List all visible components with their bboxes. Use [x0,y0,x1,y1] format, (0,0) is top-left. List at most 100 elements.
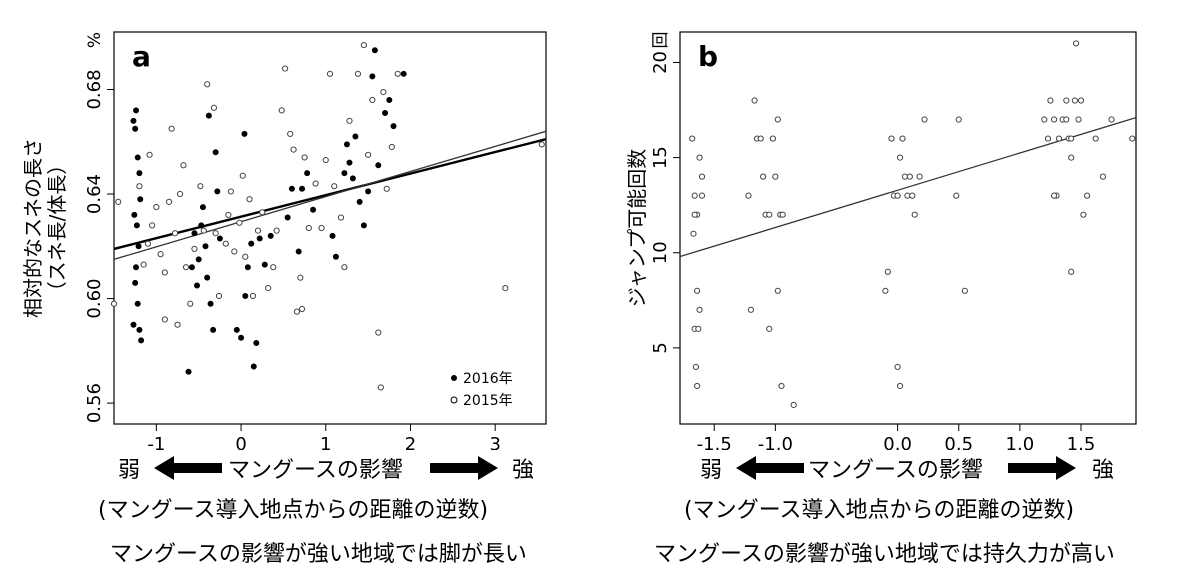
data-point [261,261,268,268]
data-point [911,211,918,218]
data-point [168,125,175,132]
data-point [899,135,906,142]
data-point [377,384,384,391]
data-point [747,306,755,313]
data-point [1129,135,1136,142]
data-point [332,253,339,260]
data-point [1050,116,1058,123]
data-point [772,173,779,180]
data-point [691,192,698,199]
data-point [256,235,263,242]
data-point [346,117,353,124]
data-point [207,300,214,307]
data-point [790,401,797,409]
weak-label-a: 弱 [118,458,141,483]
data-point [689,135,696,142]
distance-subtitle-b: (マングース導入地点からの距離の逆数) [684,498,1075,523]
data-point [204,274,211,281]
data-point [171,230,179,237]
legend-marker-2016 [451,375,457,381]
data-point [182,264,190,271]
data-point [400,70,407,77]
data-point [698,192,706,199]
data-point [341,170,348,177]
data-point [140,261,147,268]
x-tick-label: 0.0 [883,434,912,450]
data-point [304,170,311,177]
data-point [331,183,338,190]
data-point [696,306,703,313]
data-point [695,325,702,332]
data-point [242,253,249,260]
data-point [1044,135,1052,142]
data-point [133,222,140,229]
data-point [214,188,221,195]
chart-a: -1 0 1 2 3 0.56 0.60 0.64 0.68% a 相対的なスネの長さ （スネ長/体長… [21,31,547,450]
data-point [131,211,138,218]
data-point [1068,268,1075,275]
data-point [301,154,308,161]
data-point [1050,192,1058,199]
data-point [149,222,156,229]
data-point [165,198,173,205]
data-point [225,211,232,219]
data-point [153,203,160,211]
data-point [110,300,118,307]
x-tick-label: 2 [405,434,416,450]
data-point [310,206,317,213]
data-point [249,292,257,300]
data-point [134,154,141,161]
influence-label-a: マングースの影響 [228,458,403,483]
data-point [238,334,245,341]
data-point [383,185,390,192]
data-point [694,287,701,294]
data-point [1071,97,1078,104]
data-point [1068,154,1075,161]
data-point [371,47,378,54]
data-point [215,292,223,300]
data-point [187,300,194,307]
data-point [198,222,205,229]
x-tick-label: -1.0 [758,434,793,450]
data-point [356,198,363,205]
data-point [200,227,207,234]
data-point [297,274,304,281]
legend-label-2015: 2015年 [463,393,513,409]
data-point [394,70,401,77]
data-point [692,363,699,371]
data-point [1063,116,1070,123]
data-point [921,116,928,123]
data-point [386,96,393,103]
data-point [884,268,891,275]
data-point [248,240,255,247]
data-point [760,173,767,180]
data-point [1072,40,1080,47]
data-point [293,308,301,315]
data-point [1080,211,1087,218]
data-point [766,325,773,332]
data-point [1055,135,1063,142]
data-point [176,190,184,198]
data-point [250,363,257,370]
data-point [130,321,137,328]
y-unit-label: 回 [651,32,671,49]
data-point [212,149,219,156]
x-tick-label: 0 [235,434,246,450]
legend-label-2016: 2016年 [463,371,513,387]
data-point [161,269,168,276]
data-point [352,133,359,140]
data-point [132,125,139,132]
data-point [244,264,251,271]
plot-frame [113,31,547,425]
legend-marker-2015 [450,396,458,404]
data-point [538,141,545,148]
data-point [136,170,143,177]
data-point [1077,97,1085,104]
data-point [888,135,895,142]
data-point [1063,97,1070,104]
data-point [906,173,913,180]
data-point [1108,116,1115,123]
data-point [185,368,192,375]
data-point [205,112,212,119]
data-point [779,211,786,218]
